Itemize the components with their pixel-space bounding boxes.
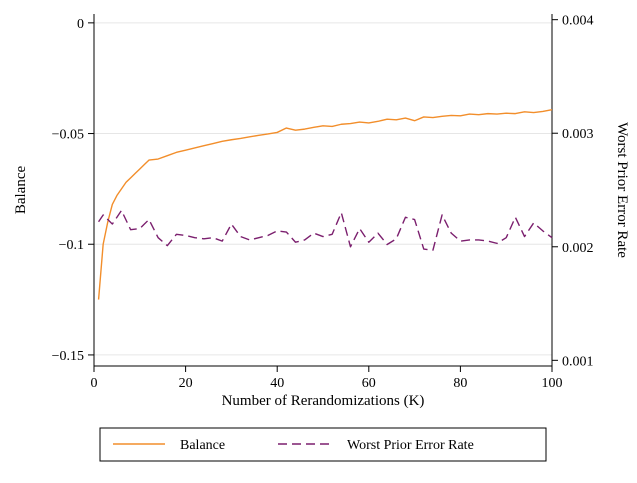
y-axis-right: 0.004 0.003 0.002 0.001 (551, 14, 594, 369)
x-tick-label-3: 60 (362, 376, 376, 391)
x-axis-title: Number of Rerandomizations (K) (222, 393, 425, 409)
y-tick-label-3: −0.15 (52, 349, 84, 364)
series-line-error-rate (97, 209, 553, 251)
y-tick-label-0: 0 (77, 17, 84, 32)
y2-axis-title: Worst Prior Error Rate (614, 122, 630, 258)
x-tick-label-2: 40 (270, 376, 284, 391)
y-axis-title: Balance (13, 166, 29, 215)
y2-tick-label-3: 0.001 (562, 354, 594, 369)
y2-tick-label-2: 0.002 (562, 241, 594, 256)
legend: Balance Worst Prior Error Rate (99, 427, 547, 462)
x-tick-label-4: 80 (453, 376, 467, 391)
legend-label-balance: Balance (180, 438, 225, 453)
gridlines (94, 22, 552, 356)
y-tick-label-1: −0.05 (52, 128, 84, 143)
x-tick-label-5: 100 (542, 376, 563, 391)
legend-label-error-rate: Worst Prior Error Rate (347, 438, 474, 453)
y2-tick-label-1: 0.003 (562, 127, 594, 142)
x-axis: 0 20 40 60 80 100 (91, 365, 563, 391)
y-axis-left: 0 −0.05 −0.1 −0.15 (52, 14, 95, 366)
y2-tick-label-0: 0.004 (562, 14, 594, 29)
series-line-balance (97, 108, 553, 300)
series-layer (97, 108, 553, 300)
x-tick-label-0: 0 (91, 376, 98, 391)
x-tick-label-1: 20 (179, 376, 193, 391)
y-tick-label-2: −0.1 (59, 238, 84, 253)
